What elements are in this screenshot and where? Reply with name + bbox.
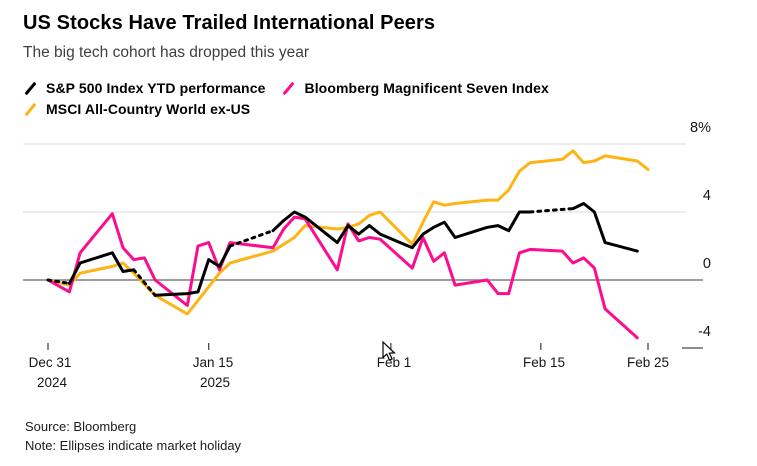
legend-label: Bloomberg Magnificent Seven Index: [304, 80, 549, 96]
y-axis-label-0: 0: [702, 256, 711, 272]
legend-label: MSCI All-Country World ex-US: [46, 101, 251, 117]
series-line: [571, 202, 639, 253]
y-axis-label-8pct: 8%: [690, 120, 711, 136]
mouse-cursor: [382, 340, 396, 361]
series-line: [271, 210, 532, 250]
series-line: [46, 278, 71, 285]
legend-item-msci-ex-us: MSCI All-Country World ex-US: [23, 100, 250, 118]
x-axis-label-feb15: Feb 15: [522, 355, 566, 370]
series-line: [153, 244, 232, 297]
legend-label: S&P 500 Index YTD performance: [46, 80, 266, 96]
series-line: [228, 229, 275, 248]
source-credit: Source: Bloomberg: [25, 419, 137, 434]
legend-item-mag7: Bloomberg Magnificent Seven Index: [281, 79, 549, 97]
series-line: [132, 268, 157, 297]
legend: S&P 500 Index YTD performance Bloomberg …: [23, 79, 693, 118]
series-line: [46, 149, 650, 316]
legend-item-sp500: S&P 500 Index YTD performance: [23, 79, 265, 97]
chart-subtitle: The big tech cohort has dropped this yea…: [23, 44, 310, 61]
series-line: [67, 251, 136, 285]
series-line: [528, 207, 575, 214]
y-axis-label-4: 4: [702, 188, 711, 204]
x-axis-label-feb25: Feb 25: [626, 355, 670, 370]
x-axis-label-2024: 2024: [36, 375, 68, 390]
y-axis-label-neg4: -4: [698, 324, 711, 340]
series-line: [46, 212, 639, 340]
chart-title: US Stocks Have Trailed International Pee…: [23, 12, 436, 34]
x-axis-label-jan15: Jan 15: [192, 355, 234, 370]
x-axis-label-2025: 2025: [199, 375, 231, 390]
footnote: Note: Ellipses indicate market holiday: [25, 438, 242, 453]
x-axis-label-dec31: Dec 31: [28, 355, 72, 370]
x-axis-label-feb1: Feb 1: [376, 355, 412, 370]
